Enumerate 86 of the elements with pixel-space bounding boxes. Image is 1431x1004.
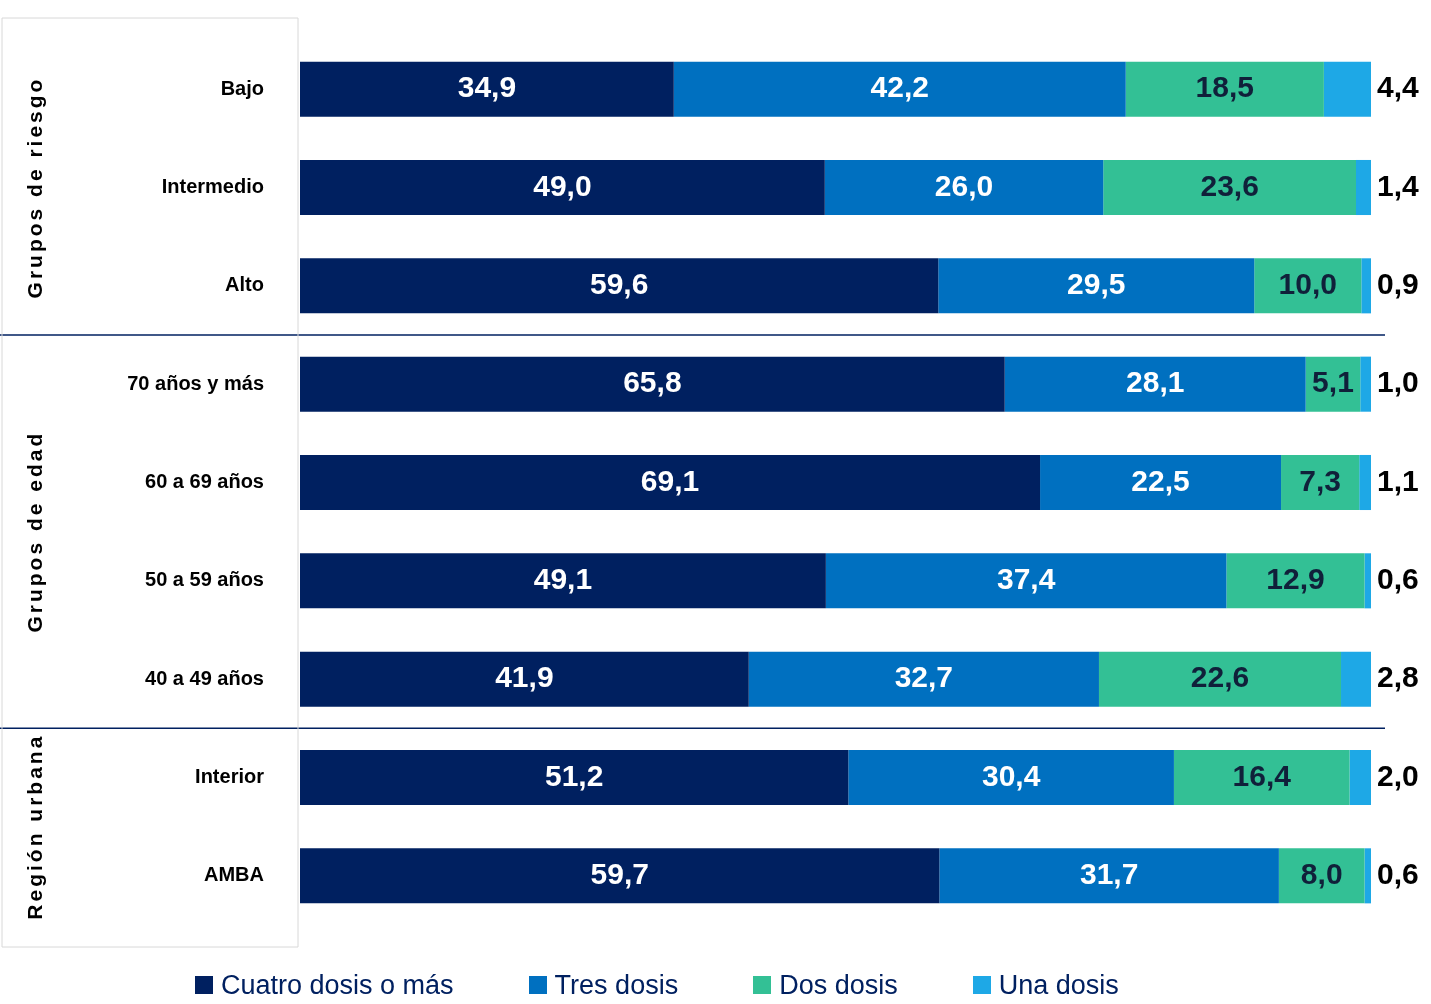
data-label: 28,1: [1126, 365, 1185, 399]
bar: [1361, 258, 1371, 314]
data-label: 5,1: [1312, 365, 1354, 399]
data-label: 16,4: [1232, 758, 1292, 792]
bar: [1004, 356, 1306, 412]
bar: [300, 356, 1005, 412]
data-label: 49,1: [533, 562, 593, 596]
data-label: 65,8: [623, 365, 682, 399]
bar: [824, 159, 1104, 216]
data-label: 1,0: [1377, 365, 1419, 399]
y-tick-label: AMBA: [204, 863, 264, 886]
legend-label: Cuatro dosis o más: [221, 970, 454, 1000]
bar: [1360, 356, 1371, 412]
bar: [938, 258, 1255, 314]
legend-label: Tres dosis: [554, 970, 679, 1000]
bar: [300, 848, 940, 904]
data-label: 8,0: [1300, 857, 1343, 891]
text: Grupos de edad: [22, 430, 46, 633]
data-label: 12,9: [1266, 562, 1325, 596]
y-tick-label: Intermedio: [161, 175, 264, 198]
data-label: 41,9: [495, 660, 554, 694]
bar: [825, 553, 1227, 609]
data-label: 0,9: [1377, 267, 1419, 301]
data-label: 2,8: [1377, 660, 1419, 694]
bar: [1103, 159, 1357, 216]
data-label: 59,7: [590, 857, 649, 891]
legend-label: Una dosis: [998, 970, 1119, 1000]
y-tick-label: Bajo: [220, 76, 264, 99]
bar: [300, 258, 939, 314]
bar: [1364, 848, 1371, 904]
data-label: 0,6: [1377, 562, 1419, 596]
data-label: 32,7: [894, 660, 954, 694]
y-tick-label: Interior: [195, 765, 265, 788]
bar: [1278, 848, 1365, 904]
bar: [1281, 454, 1360, 511]
bar: [300, 749, 849, 806]
data-label: 4,4: [1377, 70, 1420, 104]
y-tick-label: Alto: [225, 273, 264, 296]
bar: [1040, 454, 1282, 511]
y-tick-label: 60 a 69 años: [145, 470, 264, 493]
bar: [673, 61, 1126, 117]
text: Grupos de riesgo: [22, 76, 46, 299]
bar: [1349, 749, 1371, 806]
data-label: 22,6: [1190, 660, 1250, 694]
data-label: 0,6: [1377, 857, 1419, 891]
data-label: 29,5: [1067, 267, 1126, 301]
bar: [300, 651, 749, 707]
bar: [748, 651, 1099, 707]
y-tick-label: 50 a 59 años: [145, 568, 264, 591]
data-label: 34,9: [457, 70, 517, 104]
data-label: 49,0: [533, 168, 592, 202]
data-label: 7,3: [1299, 463, 1341, 497]
bar: [300, 61, 674, 117]
data-label: 18,5: [1195, 70, 1254, 104]
data-label: 2,0: [1377, 758, 1419, 792]
text: Región urbana: [22, 733, 46, 920]
bar: [939, 848, 1279, 904]
data-label: 23,6: [1200, 168, 1259, 202]
y-tick-label: 40 a 49 años: [145, 666, 264, 689]
data-label: 31,7: [1079, 857, 1139, 891]
bar: [1173, 749, 1350, 806]
data-label: 42,2: [870, 70, 929, 104]
data-label: 26,0: [934, 168, 994, 202]
bar: [1098, 651, 1342, 707]
data-label: 59,6: [589, 267, 649, 301]
bar: [1125, 61, 1324, 117]
data-label: 51,2: [544, 758, 604, 792]
data-label: 22,5: [1131, 463, 1190, 497]
bar: [1323, 61, 1371, 117]
bar: [300, 159, 825, 216]
data-label: 69,1: [640, 463, 700, 497]
data-label: 37,4: [996, 562, 1056, 596]
legend-label: Dos dosis: [779, 970, 898, 1000]
bar: [1226, 553, 1365, 609]
bar: [1359, 454, 1371, 511]
data-label: 1,1: [1377, 463, 1419, 497]
data-label: 10,0: [1278, 267, 1338, 301]
data-label: 30,4: [981, 758, 1041, 792]
bar: [300, 553, 826, 609]
data-label: 1,4: [1377, 168, 1420, 202]
bar: [1356, 159, 1371, 216]
bar: [300, 454, 1041, 511]
bar: [1364, 553, 1371, 609]
bar: [1341, 651, 1371, 707]
y-tick-label: 70 años y más: [127, 371, 264, 394]
bar: [848, 749, 1174, 806]
